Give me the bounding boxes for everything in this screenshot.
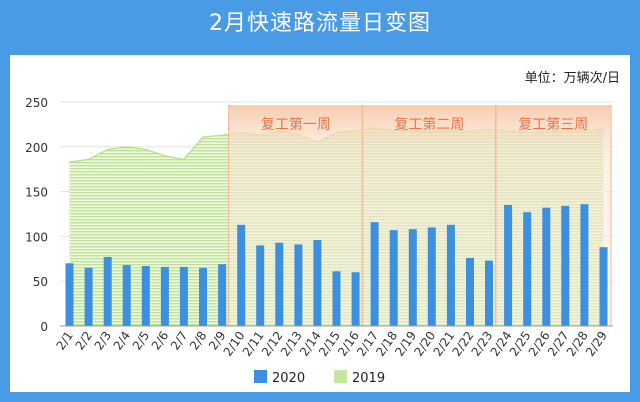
y-tick-label: 0: [40, 320, 48, 334]
bar-2020: [504, 205, 513, 326]
bar-2020: [237, 224, 246, 326]
bar-2020: [275, 242, 284, 326]
x-tick-label: 2/1: [53, 329, 76, 353]
bar-2020: [351, 272, 360, 326]
bar-2020: [256, 245, 265, 326]
bar-2020: [332, 271, 341, 326]
bar-2020: [427, 227, 436, 326]
bar-2020: [485, 260, 493, 326]
bar-2020: [599, 247, 608, 326]
x-tick-label: 2/5: [130, 329, 153, 353]
week-highlights: 复工第一周 复工第二周 复工第三周: [228, 105, 612, 326]
bar-2020: [65, 263, 74, 326]
x-tick-label: 2/7: [168, 329, 191, 353]
y-tick-label: 100: [25, 230, 48, 244]
x-tick-label: 2/3: [92, 329, 115, 353]
bar-2020: [179, 266, 188, 326]
x-tick-label: 2/6: [149, 329, 172, 353]
bar-2020: [122, 265, 131, 326]
week-label: 复工第一周: [261, 116, 331, 133]
legend-label-2020: 2020: [272, 371, 305, 386]
x-tick-label: 2/8: [187, 329, 210, 353]
bar-2020: [446, 224, 455, 326]
legend-label-2019: 2019: [352, 371, 385, 386]
unit-label: 单位：万辆次/日: [525, 70, 620, 86]
bar-2020: [294, 244, 303, 326]
x-tick-label: 2/4: [111, 329, 134, 353]
bar-2020: [218, 264, 227, 326]
legend-swatch-2019: [334, 370, 347, 383]
bar-2020: [160, 266, 169, 326]
legend-swatch-2020: [254, 370, 267, 383]
bar-2020: [523, 212, 532, 326]
y-tick-label: 200: [25, 141, 48, 155]
title-bar: 2月快速路流量日变图: [0, 0, 640, 48]
series-2020-bars: [65, 204, 608, 326]
chart-title: 2月快速路流量日变图: [209, 11, 431, 36]
bar-2020: [84, 267, 93, 326]
week-label: 复工第三周: [518, 116, 588, 133]
bar-2020: [389, 230, 398, 326]
bar-2020: [313, 240, 322, 326]
bar-2020: [199, 267, 207, 326]
bar-2020: [141, 266, 150, 326]
week-highlight: [495, 105, 611, 326]
y-tick-label: 50: [33, 275, 48, 289]
bar-2020: [370, 222, 379, 326]
week-label: 复工第二周: [394, 116, 464, 133]
y-tick-label: 150: [25, 186, 48, 200]
bar-2020: [561, 205, 570, 326]
bar-2020: [408, 229, 417, 326]
legend: 2020 2019: [254, 370, 385, 386]
bar-2020: [103, 257, 112, 326]
bar-2020: [580, 204, 589, 326]
bar-2020: [542, 207, 551, 326]
bar-2020: [466, 257, 474, 326]
y-tick-label: 250: [25, 96, 48, 110]
x-tick-label: 2/2: [73, 329, 96, 353]
x-tick-label: 2/29: [583, 329, 610, 359]
